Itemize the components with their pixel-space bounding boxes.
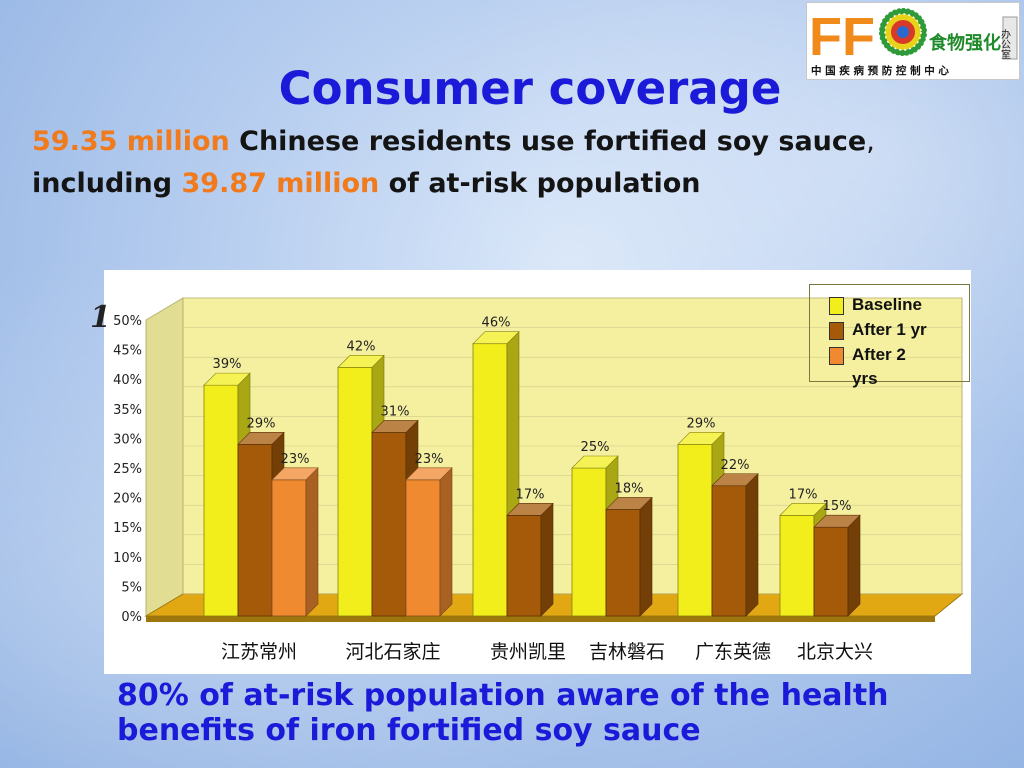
chart-panel: 0% 5% 10% 15% 20% 25% 30% 35% 40% 45% 50% 39% 29% 23%… <box>104 270 971 674</box>
bar-side <box>439 467 453 617</box>
at-risk-count: 39.87 million <box>181 168 380 199</box>
bar <box>711 485 747 617</box>
chart-side-wall <box>145 297 184 617</box>
bar-top <box>813 514 861 528</box>
data-label: 23% <box>415 452 444 467</box>
bar-top <box>237 432 285 445</box>
data-label: 25% <box>581 440 610 455</box>
data-label: 42% <box>347 339 376 354</box>
bar <box>337 366 373 617</box>
subtitle-text-1: Chinese residents use fortified soy sauc… <box>229 126 867 157</box>
x-category-label: 河北石家庄 <box>345 641 440 663</box>
slide-title: Consumer coverage <box>278 62 782 115</box>
bar-top <box>203 372 251 386</box>
bar-side <box>745 473 759 617</box>
data-label: 17% <box>789 487 818 502</box>
awareness-footnote: 80% of at-risk population aware of the h… <box>117 678 889 748</box>
x-category-label: 贵州凯里 <box>490 641 566 663</box>
logo-badge: 办公室 <box>999 28 1011 59</box>
bar-side <box>847 514 861 617</box>
bar-top <box>571 455 619 469</box>
y-tick-label: 50% <box>113 314 142 329</box>
y-tick-label: 40% <box>113 373 142 388</box>
y-tick-label: 35% <box>113 403 142 418</box>
data-label: 22% <box>721 458 750 473</box>
bar <box>237 443 273 617</box>
bar-top <box>605 497 653 510</box>
x-category-label: 吉林磐石 <box>589 641 665 663</box>
bar-side <box>639 496 653 617</box>
bar <box>203 384 239 617</box>
data-label: 46% <box>482 316 511 331</box>
bar-top <box>405 467 453 481</box>
stray-character: 1 <box>90 300 111 335</box>
y-tick-label: 0% <box>121 610 142 625</box>
y-tick-label: 20% <box>113 492 142 507</box>
residents-count: 59.35 million <box>32 126 230 157</box>
y-tick-label: 5% <box>121 580 142 595</box>
x-category-label: 北京大兴 <box>797 641 873 663</box>
legend-swatch-baseline <box>829 297 844 315</box>
bar <box>605 509 641 617</box>
legend-label-after-1-yr: After 1 yr <box>852 320 927 339</box>
data-label: 29% <box>247 416 276 431</box>
bar-side <box>540 502 554 617</box>
bar-top <box>506 503 554 516</box>
chart-legend <box>809 284 970 382</box>
bar <box>677 443 713 617</box>
subtitle-text-3: of at-risk population <box>379 168 701 199</box>
logo-letters: FF <box>809 7 875 67</box>
slide-subtitle: 59.35 million Chinese residents use fort… <box>32 121 992 205</box>
bar <box>405 479 441 617</box>
data-label: 18% <box>615 481 644 496</box>
bar-top <box>271 467 319 481</box>
subtitle-comma: , <box>866 126 875 157</box>
bar-chart: 0% 5% 10% 15% 20% 25% 30% 35% 40% 45% 50% 39% 29% 23%… <box>113 297 964 663</box>
bar-top <box>371 420 419 433</box>
legend-swatch-after-1-yr <box>829 322 844 340</box>
bar-top <box>472 331 520 344</box>
x-category-label: 广东英德 <box>695 641 771 663</box>
data-label: 31% <box>381 404 410 419</box>
bar <box>779 514 815 617</box>
bar <box>271 479 307 617</box>
bar <box>506 514 542 617</box>
bar-top <box>337 355 385 368</box>
bar-top <box>711 473 759 487</box>
y-tick-label: 10% <box>113 551 142 566</box>
data-label: 17% <box>516 487 545 502</box>
logo-globe-icon <box>878 7 928 57</box>
y-tick-label: 15% <box>113 521 142 536</box>
y-tick-label: 25% <box>113 462 142 477</box>
legend-swatch-after-2-yrs <box>829 347 844 365</box>
bar <box>371 432 407 617</box>
bar-side <box>305 467 319 617</box>
data-label: 29% <box>687 416 716 431</box>
x-category-label: 江苏常州 <box>221 641 297 663</box>
ffo-logo: FF 食物强化 办公室 中 国 疾 病 预 防 控 制 中 心 <box>806 2 1020 80</box>
data-label: 23% <box>281 452 310 467</box>
legend-label-after-2-yrs: After 2 yrs <box>852 345 906 388</box>
y-tick-label: 30% <box>113 432 142 447</box>
legend-label-baseline: Baseline <box>852 295 922 314</box>
data-label: 15% <box>823 499 852 514</box>
subtitle-text-2: including <box>32 168 182 199</box>
logo-tagline: 食物强化 <box>928 32 1001 54</box>
bar-top <box>779 503 827 516</box>
y-tick-label: 45% <box>113 344 142 359</box>
bar <box>472 343 508 617</box>
bar <box>571 467 607 617</box>
chart-floor-edge <box>146 616 935 622</box>
bar-top <box>677 432 725 445</box>
bar <box>813 526 849 617</box>
data-label: 39% <box>213 357 242 372</box>
logo-org-name: 中 国 疾 病 预 防 控 制 中 心 <box>811 64 949 77</box>
